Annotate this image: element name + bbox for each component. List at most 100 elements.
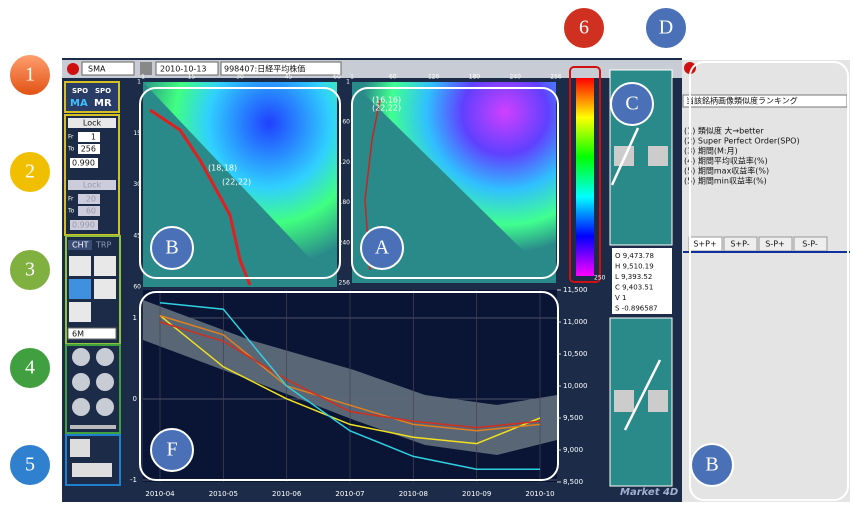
nav-button[interactable] bbox=[72, 373, 90, 391]
date: 2010-10-13 bbox=[160, 65, 207, 74]
callout-label: 3 bbox=[25, 259, 35, 281]
callout bbox=[360, 226, 404, 270]
symbol: 998407:日経平均株価 bbox=[224, 64, 305, 74]
top-tick: 30 bbox=[236, 74, 244, 81]
field-value: 1 bbox=[91, 133, 96, 142]
top-tick: 1 bbox=[141, 74, 145, 81]
ohlc-line: L 9,393.52 bbox=[615, 273, 652, 281]
y-tick-label: 9,000 bbox=[563, 446, 583, 454]
lock-button[interactable] bbox=[68, 180, 116, 190]
colorbar bbox=[576, 78, 594, 276]
cell-label: (22,22) bbox=[372, 104, 401, 113]
y2-tick-label: -1 bbox=[130, 476, 137, 484]
callout bbox=[562, 6, 606, 50]
callout bbox=[150, 428, 194, 472]
price-line bbox=[159, 314, 541, 432]
tab-label: CHT bbox=[72, 241, 89, 250]
chart-type-button[interactable] bbox=[94, 279, 116, 299]
top-tick: 15 bbox=[188, 74, 196, 81]
x-tick-label: 2010-04 bbox=[145, 490, 175, 498]
calendar-icon[interactable] bbox=[140, 62, 152, 75]
tool-button[interactable] bbox=[70, 439, 90, 457]
nav-button[interactable] bbox=[72, 348, 90, 366]
heatmap-b-lower bbox=[143, 82, 337, 287]
field[interactable] bbox=[78, 144, 100, 154]
y-tick-label: 11,000 bbox=[563, 318, 588, 326]
callout-label: 4 bbox=[25, 357, 35, 379]
threshold: 0.990 bbox=[72, 221, 95, 230]
left-tick: 120 bbox=[339, 159, 351, 166]
field[interactable] bbox=[78, 194, 100, 204]
field-value: 60 bbox=[86, 207, 96, 216]
brand: Market 4D bbox=[620, 487, 678, 498]
symbol-box[interactable] bbox=[220, 61, 342, 76]
callout bbox=[8, 150, 52, 194]
top-tick: 180 bbox=[469, 74, 481, 81]
chart-type-button[interactable] bbox=[94, 256, 116, 276]
ohlc-box bbox=[612, 248, 672, 314]
ohlc-line: S -0.896587 bbox=[615, 305, 658, 313]
y2-tick-label: 1 bbox=[133, 314, 137, 322]
tool-button[interactable] bbox=[72, 463, 112, 477]
indicator-select[interactable] bbox=[81, 61, 135, 76]
chart-type-button[interactable] bbox=[69, 302, 91, 322]
nav-button[interactable] bbox=[96, 398, 114, 416]
ranking-item: (2) Super Perfect Order(SPO) bbox=[684, 137, 800, 146]
top-tick: 45 bbox=[285, 74, 293, 81]
field-label: Fr bbox=[68, 196, 74, 203]
ranking-tab-label: S+P+ bbox=[693, 240, 716, 249]
colorbar-label: 250 bbox=[594, 275, 606, 282]
callout bbox=[8, 443, 52, 487]
callout-label: 1 bbox=[25, 64, 35, 86]
lock-label: Lock bbox=[83, 119, 102, 128]
close-button[interactable] bbox=[684, 62, 696, 74]
y2-tick-label: 0 bbox=[133, 395, 137, 403]
callout bbox=[8, 346, 52, 390]
callout-label: A bbox=[375, 237, 390, 259]
field[interactable] bbox=[78, 206, 100, 216]
thumbnail[interactable] bbox=[614, 390, 634, 412]
ranking-panel bbox=[682, 60, 850, 502]
price-line bbox=[159, 302, 540, 470]
nav-button[interactable] bbox=[72, 398, 90, 416]
indicator: SMA bbox=[88, 65, 106, 74]
highlight-frame bbox=[139, 87, 341, 279]
nav-button[interactable] bbox=[96, 348, 114, 366]
cell-label: (22,22) bbox=[222, 178, 251, 187]
nav-button[interactable] bbox=[96, 373, 114, 391]
date-box[interactable] bbox=[155, 61, 219, 76]
field[interactable] bbox=[70, 158, 98, 168]
thumbnail[interactable] bbox=[648, 146, 668, 166]
logo-text: MR bbox=[94, 98, 112, 109]
cell-label: (16,16) bbox=[372, 96, 401, 105]
ranking-item: (5) 期間max収益率(%) bbox=[684, 166, 769, 176]
tab[interactable] bbox=[68, 240, 92, 250]
thumbnail[interactable] bbox=[648, 390, 668, 412]
ranking-item: (1) 類似度 大→better bbox=[684, 126, 764, 136]
left-tick: 240 bbox=[339, 239, 351, 246]
left-tick: 60 bbox=[342, 119, 350, 126]
top-tick: 120 bbox=[428, 74, 440, 81]
field[interactable] bbox=[70, 220, 98, 230]
y-tick-label: 9,500 bbox=[563, 414, 583, 422]
logo-text: SPO bbox=[95, 87, 111, 95]
x-tick-label: 2010-08 bbox=[399, 490, 428, 498]
callout bbox=[8, 248, 52, 292]
callout-label: B bbox=[705, 454, 718, 476]
chart-type-button[interactable] bbox=[69, 256, 91, 276]
field[interactable] bbox=[78, 132, 100, 142]
chart-type-button[interactable] bbox=[69, 279, 91, 299]
ranking-tab-label: S+P- bbox=[730, 240, 749, 249]
left-tick: 1 bbox=[137, 79, 141, 86]
period-select[interactable] bbox=[67, 327, 117, 340]
field-label: To bbox=[67, 146, 75, 153]
top-tick: 240 bbox=[509, 74, 521, 81]
slider[interactable] bbox=[70, 425, 116, 429]
left-tick: 30 bbox=[133, 181, 141, 188]
ohlc-line: V 1 bbox=[615, 294, 626, 302]
lock-button[interactable] bbox=[68, 118, 116, 128]
ranking-item: (3) 期間(M:月) bbox=[684, 147, 738, 156]
close-button[interactable] bbox=[67, 63, 79, 75]
price-line bbox=[159, 321, 541, 429]
